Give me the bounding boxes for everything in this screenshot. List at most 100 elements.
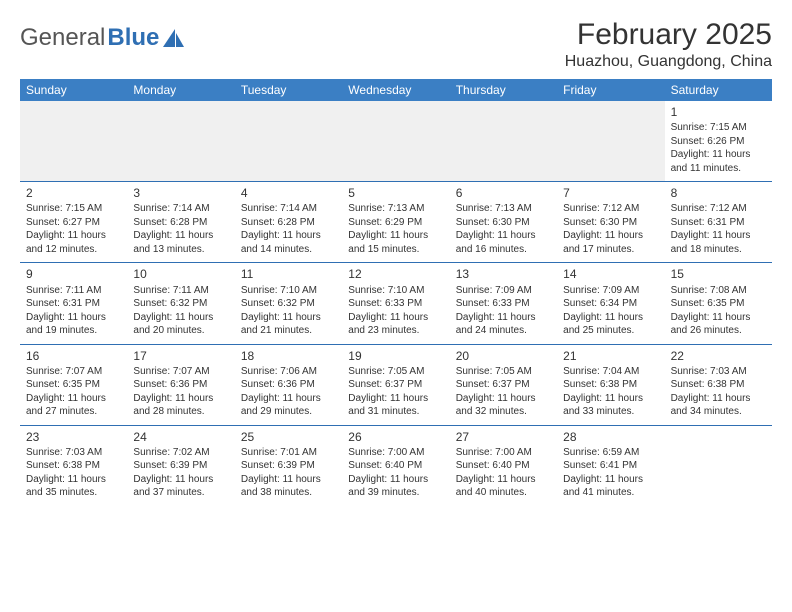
weekday-tue: Tuesday: [235, 79, 342, 101]
weekday-mon: Monday: [127, 79, 234, 101]
day-number: 1: [671, 104, 766, 120]
sunset-line: Sunset: 6:40 PM: [456, 459, 551, 473]
weekday-fri: Friday: [557, 79, 664, 101]
weekday-sun: Sunday: [20, 79, 127, 101]
sunset-line: Sunset: 6:31 PM: [671, 216, 766, 230]
day-number: 24: [133, 429, 228, 445]
day-number: 10: [133, 266, 228, 282]
calendar-row: 16Sunrise: 7:07 AMSunset: 6:35 PMDayligh…: [20, 345, 772, 426]
sunrise-line: Sunrise: 7:09 AM: [563, 284, 658, 298]
sunset-line: Sunset: 6:28 PM: [241, 216, 336, 230]
day-number: 23: [26, 429, 121, 445]
calendar-cell: [20, 101, 127, 181]
day-number: 19: [348, 348, 443, 364]
calendar-cell: 17Sunrise: 7:07 AMSunset: 6:36 PMDayligh…: [127, 345, 234, 425]
day-number: 28: [563, 429, 658, 445]
daylight-line: Daylight: 11 hours and 17 minutes.: [563, 229, 658, 256]
calendar-cell: 26Sunrise: 7:00 AMSunset: 6:40 PMDayligh…: [342, 426, 449, 506]
daylight-line: Daylight: 11 hours and 19 minutes.: [26, 311, 121, 338]
sunrise-line: Sunrise: 7:09 AM: [456, 284, 551, 298]
calendar-cell: 25Sunrise: 7:01 AMSunset: 6:39 PMDayligh…: [235, 426, 342, 506]
calendar-cell: 6Sunrise: 7:13 AMSunset: 6:30 PMDaylight…: [450, 182, 557, 262]
calendar-cell: 21Sunrise: 7:04 AMSunset: 6:38 PMDayligh…: [557, 345, 664, 425]
sunrise-line: Sunrise: 7:10 AM: [241, 284, 336, 298]
sunrise-line: Sunrise: 7:05 AM: [456, 365, 551, 379]
day-number: 16: [26, 348, 121, 364]
sunrise-line: Sunrise: 7:11 AM: [26, 284, 121, 298]
sunset-line: Sunset: 6:35 PM: [26, 378, 121, 392]
day-number: 25: [241, 429, 336, 445]
sunrise-line: Sunrise: 7:13 AM: [348, 202, 443, 216]
sunrise-line: Sunrise: 7:03 AM: [26, 446, 121, 460]
calendar-cell: 2Sunrise: 7:15 AMSunset: 6:27 PMDaylight…: [20, 182, 127, 262]
sunset-line: Sunset: 6:32 PM: [241, 297, 336, 311]
day-number: 27: [456, 429, 551, 445]
day-number: 26: [348, 429, 443, 445]
weekday-sat: Saturday: [665, 79, 772, 101]
daylight-line: Daylight: 11 hours and 14 minutes.: [241, 229, 336, 256]
sunset-line: Sunset: 6:32 PM: [133, 297, 228, 311]
daylight-line: Daylight: 11 hours and 26 minutes.: [671, 311, 766, 338]
daylight-line: Daylight: 11 hours and 12 minutes.: [26, 229, 121, 256]
calendar-body: 1Sunrise: 7:15 AMSunset: 6:26 PM Daylight…: [20, 101, 772, 506]
sunset-line: Sunset: 6:37 PM: [456, 378, 551, 392]
page-title: February 2025: [565, 18, 772, 51]
daylight-line: Daylight: 11 hours and 35 minutes.: [26, 473, 121, 500]
calendar-cell: 14Sunrise: 7:09 AMSunset: 6:34 PMDayligh…: [557, 263, 664, 343]
sunset-line: Sunset: 6:38 PM: [563, 378, 658, 392]
sunset-line: Sunset: 6:39 PM: [241, 459, 336, 473]
daylight-line: Daylight: 11 hours and 40 minutes.: [456, 473, 551, 500]
sunrise-line: Sunrise: 7:12 AM: [563, 202, 658, 216]
calendar-cell: [342, 101, 449, 181]
weekday-wed: Wednesday: [342, 79, 449, 101]
calendar-cell: 15Sunrise: 7:08 AMSunset: 6:35 PMDayligh…: [665, 263, 772, 343]
sunrise-line: Sunrise: 7:06 AM: [241, 365, 336, 379]
sunset-line: Sunset: 6:31 PM: [26, 297, 121, 311]
sunset-line: Sunset: 6:28 PM: [133, 216, 228, 230]
calendar-cell: 3Sunrise: 7:14 AMSunset: 6:28 PMDaylight…: [127, 182, 234, 262]
sunrise-line: Sunrise: 7:15 AM: [671, 121, 766, 135]
calendar-cell: 7Sunrise: 7:12 AMSunset: 6:30 PMDaylight…: [557, 182, 664, 262]
daylight-line: Daylight: 11 hours and 38 minutes.: [241, 473, 336, 500]
daylight-line: Daylight: 11 hours and 15 minutes.: [348, 229, 443, 256]
sunrise-line: Sunrise: 7:05 AM: [348, 365, 443, 379]
daylight-line: Daylight: 11 hours and 37 minutes.: [133, 473, 228, 500]
weekday-header: Sunday Monday Tuesday Wednesday Thursday…: [20, 79, 772, 101]
calendar-cell: 28Sunrise: 6:59 AMSunset: 6:41 PMDayligh…: [557, 426, 664, 506]
page-subtitle: Huazhou, Guangdong, China: [565, 53, 772, 71]
sunset-line: Sunset: 6:27 PM: [26, 216, 121, 230]
day-number: 17: [133, 348, 228, 364]
day-number: 14: [563, 266, 658, 282]
title-block: February 2025 Huazhou, Guangdong, China: [565, 18, 772, 71]
calendar-cell: 18Sunrise: 7:06 AMSunset: 6:36 PMDayligh…: [235, 345, 342, 425]
calendar-cell: 16Sunrise: 7:07 AMSunset: 6:35 PMDayligh…: [20, 345, 127, 425]
calendar-cell: 20Sunrise: 7:05 AMSunset: 6:37 PMDayligh…: [450, 345, 557, 425]
logo: GeneralBlue: [20, 18, 185, 52]
sunset-line: Sunset: 6:38 PM: [671, 378, 766, 392]
day-number: 12: [348, 266, 443, 282]
day-number: 20: [456, 348, 551, 364]
calendar-row: 23Sunrise: 7:03 AMSunset: 6:38 PMDayligh…: [20, 426, 772, 506]
calendar-cell: 1Sunrise: 7:15 AMSunset: 6:26 PMDaylight…: [665, 101, 772, 181]
calendar-cell: 23Sunrise: 7:03 AMSunset: 6:38 PMDayligh…: [20, 426, 127, 506]
sunset-line: Sunset: 6:34 PM: [563, 297, 658, 311]
day-number: 21: [563, 348, 658, 364]
calendar: Sunday Monday Tuesday Wednesday Thursday…: [20, 79, 772, 506]
daylight-line: Daylight: 11 hours and 31 minutes.: [348, 392, 443, 419]
calendar-cell: 12Sunrise: 7:10 AMSunset: 6:33 PMDayligh…: [342, 263, 449, 343]
calendar-cell: 9Sunrise: 7:11 AMSunset: 6:31 PMDaylight…: [20, 263, 127, 343]
sunset-line: Sunset: 6:26 PM: [671, 135, 766, 149]
sunset-line: Sunset: 6:36 PM: [241, 378, 336, 392]
calendar-cell: 19Sunrise: 7:05 AMSunset: 6:37 PMDayligh…: [342, 345, 449, 425]
day-number: 6: [456, 185, 551, 201]
sunrise-line: Sunrise: 7:10 AM: [348, 284, 443, 298]
day-number: 22: [671, 348, 766, 364]
sunset-line: Sunset: 6:40 PM: [348, 459, 443, 473]
day-number: 18: [241, 348, 336, 364]
sunset-line: Sunset: 6:33 PM: [348, 297, 443, 311]
sunset-line: Sunset: 6:30 PM: [563, 216, 658, 230]
sunrise-line: Sunrise: 7:11 AM: [133, 284, 228, 298]
calendar-cell: [665, 426, 772, 506]
sunrise-line: Sunrise: 6:59 AM: [563, 446, 658, 460]
sunrise-line: Sunrise: 7:00 AM: [348, 446, 443, 460]
